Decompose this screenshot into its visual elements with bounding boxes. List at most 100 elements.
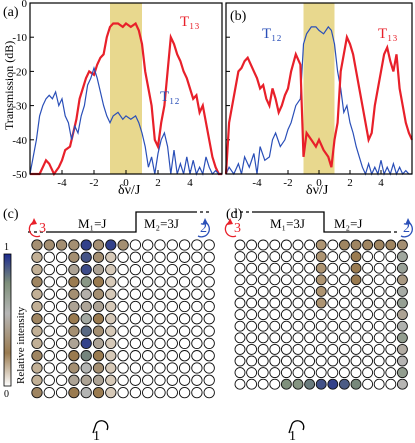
resonator-d-1-2 xyxy=(257,251,269,263)
resonator-d-3-5 xyxy=(292,274,304,286)
boundary-c xyxy=(48,211,194,233)
resonator-d-5-3 xyxy=(269,297,281,309)
series-b xyxy=(224,25,414,176)
resonator-c-6-2 xyxy=(55,313,68,325)
resonator-c-3-1 xyxy=(43,276,55,288)
resonator-d-6-2 xyxy=(257,309,269,321)
resonator-c-2-11 xyxy=(166,263,178,276)
resonator-c-9-2 xyxy=(55,350,68,362)
resonator-d-5-1 xyxy=(246,297,258,309)
resonator-d-1-8 xyxy=(327,251,339,263)
resonator-c-3-9 xyxy=(142,276,154,288)
resonator-d-11-10 xyxy=(350,367,362,379)
resonator-c-6-10 xyxy=(154,313,166,325)
resonator-d-9-10 xyxy=(350,343,362,355)
resonator-c-10-10 xyxy=(154,362,166,374)
resonator-c-12-7 xyxy=(117,386,129,399)
resonator-c-2-13 xyxy=(191,263,203,276)
series-line-b-1 xyxy=(224,33,414,175)
resonator-d-2-14 xyxy=(396,262,408,274)
panel-b: -4 -2 0 2 4 (b) δν/J T₁₂ T₁₃ xyxy=(224,2,414,198)
resonator-c-1-11 xyxy=(166,251,178,263)
resonator-d-11-7 xyxy=(315,367,327,379)
resonator-c-11-3 xyxy=(68,374,80,386)
m1-label-c: M₁=J xyxy=(78,216,106,231)
resonator-d-2-1 xyxy=(246,262,258,274)
panel-label-c: (c) xyxy=(3,207,19,222)
resonator-c-5-0 xyxy=(31,300,43,313)
resonator-d-3-7 xyxy=(315,274,327,286)
legend-t13-a: T₁₃ xyxy=(180,14,200,30)
resonator-c-5-13 xyxy=(191,300,203,313)
resonator-d-2-5 xyxy=(292,262,304,274)
resonator-c-10-2 xyxy=(55,362,68,374)
resonator-d-1-11 xyxy=(362,251,374,263)
resonator-d-3-1 xyxy=(246,274,258,286)
resonator-c-2-0 xyxy=(31,263,43,276)
xtick-label-b-4: 4 xyxy=(378,177,384,189)
resonator-d-4-3 xyxy=(269,285,281,297)
resonator-c-4-13 xyxy=(191,288,203,300)
resonator-c-7-14 xyxy=(203,325,215,337)
series-line-b-0 xyxy=(225,25,412,176)
xtick-label-a-1: -2 xyxy=(89,177,98,189)
resonator-c-12-1 xyxy=(43,386,55,399)
resonator-d-3-2 xyxy=(257,274,269,286)
resonator-d-4-2 xyxy=(257,285,269,297)
resonator-d-11-0 xyxy=(234,367,246,379)
resonator-d-9-7 xyxy=(315,343,327,355)
resonator-d-8-13 xyxy=(385,332,397,344)
resonator-d-3-10 xyxy=(350,274,362,286)
resonator-c-7-2 xyxy=(55,325,68,337)
resonator-d-0-2 xyxy=(257,239,269,251)
resonator-d-2-6 xyxy=(304,262,316,274)
colorbar-max-label: 1 xyxy=(4,242,9,253)
resonator-d-3-14 xyxy=(396,274,408,286)
resonator-d-9-11 xyxy=(362,343,374,355)
port-1-arrow-c xyxy=(92,420,109,434)
resonator-c-10-4 xyxy=(80,362,92,374)
colorbar-title: Relative intensity xyxy=(15,306,27,384)
xtick-label-a-2: 0 xyxy=(123,177,129,189)
resonator-c-12-6 xyxy=(105,386,117,399)
resonator-c-12-2 xyxy=(55,386,68,399)
resonator-c-12-12 xyxy=(178,386,191,399)
resonator-d-10-1 xyxy=(246,355,258,367)
resonator-d-11-5 xyxy=(292,367,304,379)
resonator-d-3-9 xyxy=(338,274,350,286)
resonator-c-0-14 xyxy=(203,239,215,251)
resonator-c-9-11 xyxy=(166,350,178,362)
resonator-d-6-10 xyxy=(350,309,362,321)
resonator-d-1-10 xyxy=(350,251,362,263)
resonator-d-7-11 xyxy=(362,320,374,332)
resonator-c-9-9 xyxy=(142,350,154,362)
xtick-label-a-3: 2 xyxy=(155,177,161,189)
resonator-d-8-7 xyxy=(315,332,327,344)
resonator-d-6-9 xyxy=(338,309,350,321)
resonator-c-11-8 xyxy=(129,374,142,386)
resonator-d-7-3 xyxy=(269,320,281,332)
resonator-d-5-14 xyxy=(396,297,408,309)
panel-label-d: (d) xyxy=(226,207,243,222)
ytick-label-a-4: -40 xyxy=(12,135,27,147)
resonator-c-1-6 xyxy=(105,251,117,263)
port-2-label-d: 2 xyxy=(403,221,410,236)
resonator-d-6-5 xyxy=(292,309,304,321)
resonator-d-10-3 xyxy=(269,355,281,367)
resonator-d-10-13 xyxy=(385,355,397,367)
resonator-d-3-11 xyxy=(362,274,374,286)
resonator-c-4-2 xyxy=(55,288,68,300)
resonator-c-1-13 xyxy=(191,251,203,263)
lattice-c xyxy=(31,239,215,399)
resonator-d-4-5 xyxy=(292,285,304,297)
ytick-label-a-1: -10 xyxy=(12,32,27,44)
resonator-c-8-5 xyxy=(92,337,105,350)
resonator-c-11-1 xyxy=(43,374,55,386)
colorbar: 1 0 Relative intensity xyxy=(3,242,27,400)
resonator-d-5-8 xyxy=(327,297,339,309)
resonator-d-7-10 xyxy=(350,320,362,332)
resonator-c-3-4 xyxy=(80,276,92,288)
resonator-c-4-12 xyxy=(178,288,191,300)
resonator-d-6-1 xyxy=(246,309,258,321)
